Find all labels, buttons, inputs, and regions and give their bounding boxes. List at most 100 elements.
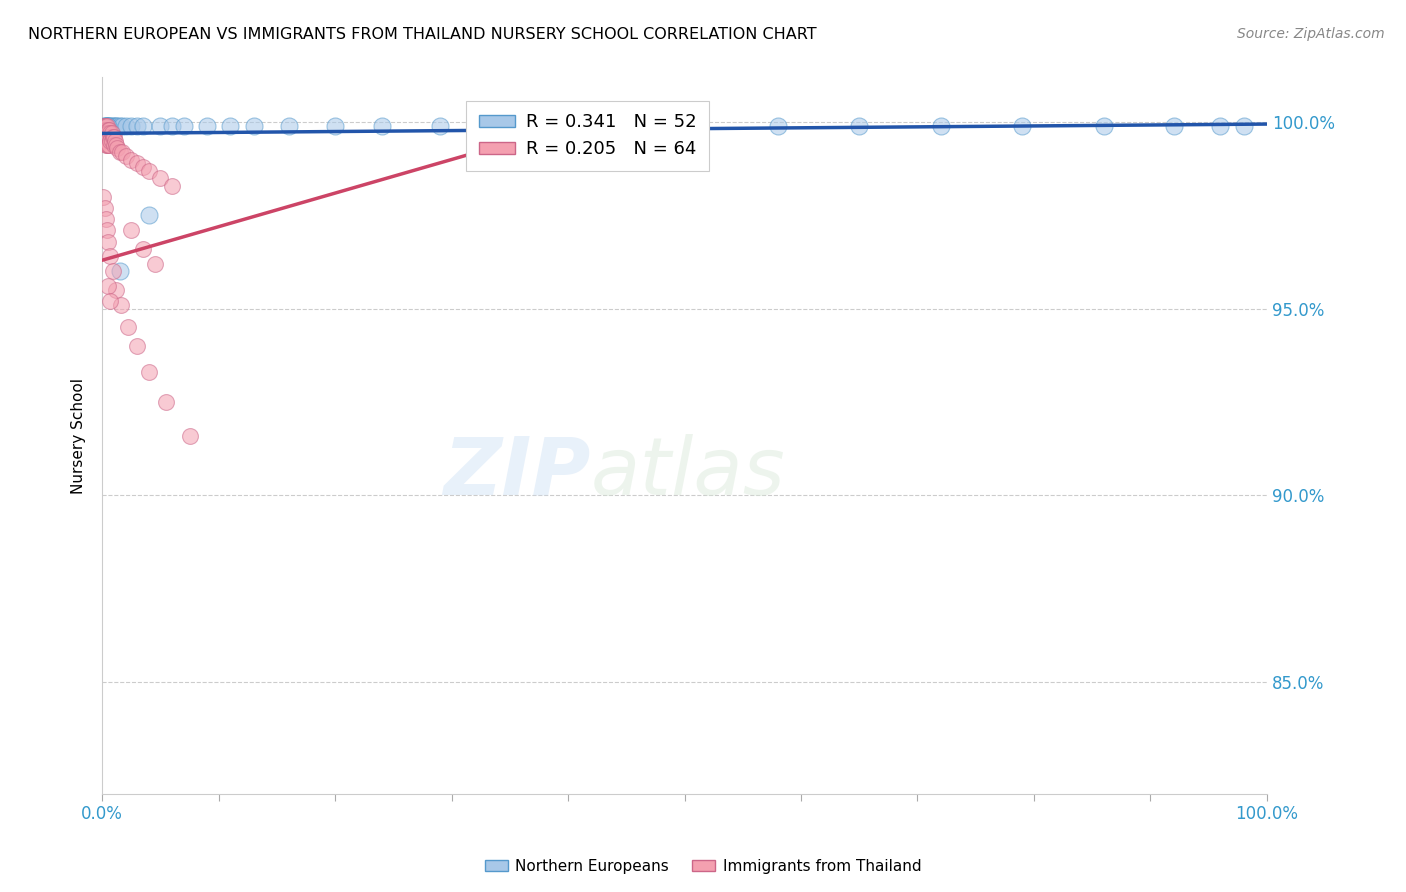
Point xyxy=(94,134,117,148)
Point xyxy=(101,264,124,278)
Point xyxy=(160,119,183,133)
Point xyxy=(132,160,155,174)
Point xyxy=(581,119,603,133)
Point xyxy=(105,119,128,133)
Point xyxy=(179,428,201,442)
Point xyxy=(93,130,115,145)
Y-axis label: Nursery School: Nursery School xyxy=(72,377,86,493)
Point xyxy=(1011,119,1033,133)
Point xyxy=(117,320,139,334)
Point xyxy=(93,127,115,141)
Point xyxy=(98,127,121,141)
Point xyxy=(94,127,117,141)
Point xyxy=(97,122,120,136)
Point xyxy=(323,119,346,133)
Point xyxy=(929,119,952,133)
Point xyxy=(98,119,121,133)
Point xyxy=(93,122,115,136)
Point xyxy=(127,119,149,133)
Point xyxy=(143,257,166,271)
Legend: Northern Europeans, Immigrants from Thailand: Northern Europeans, Immigrants from Thai… xyxy=(478,853,928,880)
Text: Source: ZipAtlas.com: Source: ZipAtlas.com xyxy=(1237,27,1385,41)
Point xyxy=(499,119,522,133)
Point xyxy=(673,119,696,133)
Point xyxy=(98,119,121,133)
Text: ZIP: ZIP xyxy=(443,434,591,512)
Point xyxy=(97,137,120,152)
Point xyxy=(101,119,124,133)
Point xyxy=(93,201,115,215)
Point xyxy=(111,145,134,159)
Point xyxy=(93,119,115,133)
Point xyxy=(1209,119,1232,133)
Point xyxy=(242,119,264,133)
Point xyxy=(371,119,394,133)
Point xyxy=(103,137,125,152)
Point xyxy=(96,137,118,152)
Point xyxy=(94,122,117,136)
Point xyxy=(98,130,121,145)
Point xyxy=(105,137,128,152)
Point xyxy=(93,122,115,136)
Point xyxy=(93,119,115,133)
Point xyxy=(105,141,128,155)
Point xyxy=(104,134,127,148)
Point xyxy=(132,119,155,133)
Point xyxy=(138,365,160,379)
Point xyxy=(96,119,118,133)
Point xyxy=(97,119,120,133)
Point xyxy=(100,127,122,141)
Point xyxy=(277,119,299,133)
Point xyxy=(93,130,115,145)
Point xyxy=(103,122,125,136)
Point xyxy=(138,163,160,178)
Point xyxy=(98,122,121,136)
Point xyxy=(98,134,121,148)
Point xyxy=(155,395,177,409)
Point xyxy=(110,298,132,312)
Point xyxy=(195,119,218,133)
Point xyxy=(94,119,117,133)
Point xyxy=(114,149,136,163)
Point xyxy=(97,122,120,136)
Point xyxy=(848,119,870,133)
Point xyxy=(132,242,155,256)
Point xyxy=(1092,119,1115,133)
Legend: R = 0.341   N = 52, R = 0.205   N = 64: R = 0.341 N = 52, R = 0.205 N = 64 xyxy=(467,101,709,171)
Point xyxy=(98,122,121,136)
Point xyxy=(138,209,160,223)
Point xyxy=(101,130,124,145)
Point xyxy=(766,119,789,133)
Point xyxy=(93,190,115,204)
Point xyxy=(93,122,115,136)
Point xyxy=(100,119,122,133)
Point xyxy=(120,153,142,167)
Point xyxy=(219,119,242,133)
Point xyxy=(94,122,117,136)
Point xyxy=(173,119,195,133)
Point xyxy=(149,119,172,133)
Point xyxy=(96,122,118,136)
Point xyxy=(94,130,117,145)
Point xyxy=(149,171,172,186)
Point xyxy=(120,223,142,237)
Point xyxy=(96,127,118,141)
Point xyxy=(94,119,117,133)
Point xyxy=(97,279,120,293)
Point xyxy=(160,178,183,193)
Point xyxy=(127,339,149,353)
Point xyxy=(97,127,120,141)
Point xyxy=(108,119,131,133)
Point xyxy=(94,137,117,152)
Point xyxy=(94,122,117,136)
Point xyxy=(97,119,120,133)
Point xyxy=(97,235,120,249)
Point xyxy=(98,137,121,152)
Point xyxy=(105,283,128,297)
Point xyxy=(93,134,115,148)
Point xyxy=(96,119,118,133)
Point xyxy=(93,119,115,133)
Point xyxy=(120,119,142,133)
Point xyxy=(429,119,451,133)
Text: NORTHERN EUROPEAN VS IMMIGRANTS FROM THAILAND NURSERY SCHOOL CORRELATION CHART: NORTHERN EUROPEAN VS IMMIGRANTS FROM THA… xyxy=(28,27,817,42)
